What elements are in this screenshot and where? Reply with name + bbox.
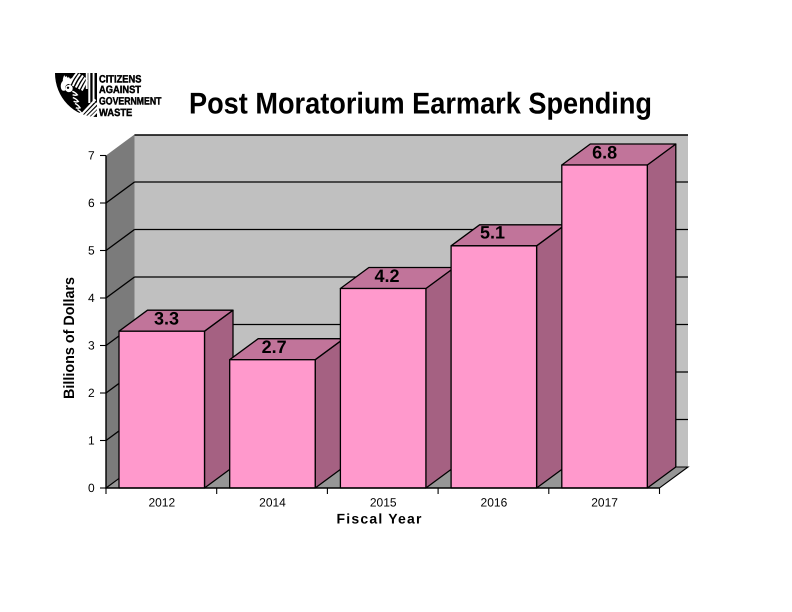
svg-text:1: 1 — [88, 434, 95, 448]
svg-text:CITIZENS: CITIZENS — [99, 73, 141, 85]
svg-text:5: 5 — [88, 244, 95, 258]
svg-text:2015: 2015 — [370, 495, 397, 509]
svg-text:3.3: 3.3 — [154, 308, 179, 328]
svg-text:2: 2 — [88, 386, 95, 400]
svg-text:2012: 2012 — [148, 495, 175, 509]
svg-text:Post Moratorium Earmark Spendi: Post Moratorium Earmark Spending — [189, 88, 652, 121]
svg-text:5.1: 5.1 — [480, 223, 505, 243]
svg-text:AGAINST: AGAINST — [99, 84, 141, 96]
svg-text:3: 3 — [88, 339, 95, 353]
svg-text:WASTE: WASTE — [99, 107, 132, 119]
svg-text:2014: 2014 — [259, 495, 286, 509]
svg-text:6.8: 6.8 — [592, 142, 617, 162]
svg-text:2.7: 2.7 — [262, 337, 287, 357]
svg-text:4.2: 4.2 — [374, 266, 399, 286]
svg-text:2017: 2017 — [591, 495, 618, 509]
svg-text:0: 0 — [88, 481, 95, 495]
svg-text:Fiscal Year: Fiscal Year — [337, 511, 423, 527]
svg-text:GOVERNMENT: GOVERNMENT — [99, 96, 162, 108]
svg-text:4: 4 — [88, 291, 95, 305]
svg-text:Billions of Dollars: Billions of Dollars — [61, 277, 78, 399]
svg-text:7: 7 — [88, 149, 95, 163]
svg-text:2016: 2016 — [481, 495, 508, 509]
svg-text:6: 6 — [88, 196, 95, 210]
